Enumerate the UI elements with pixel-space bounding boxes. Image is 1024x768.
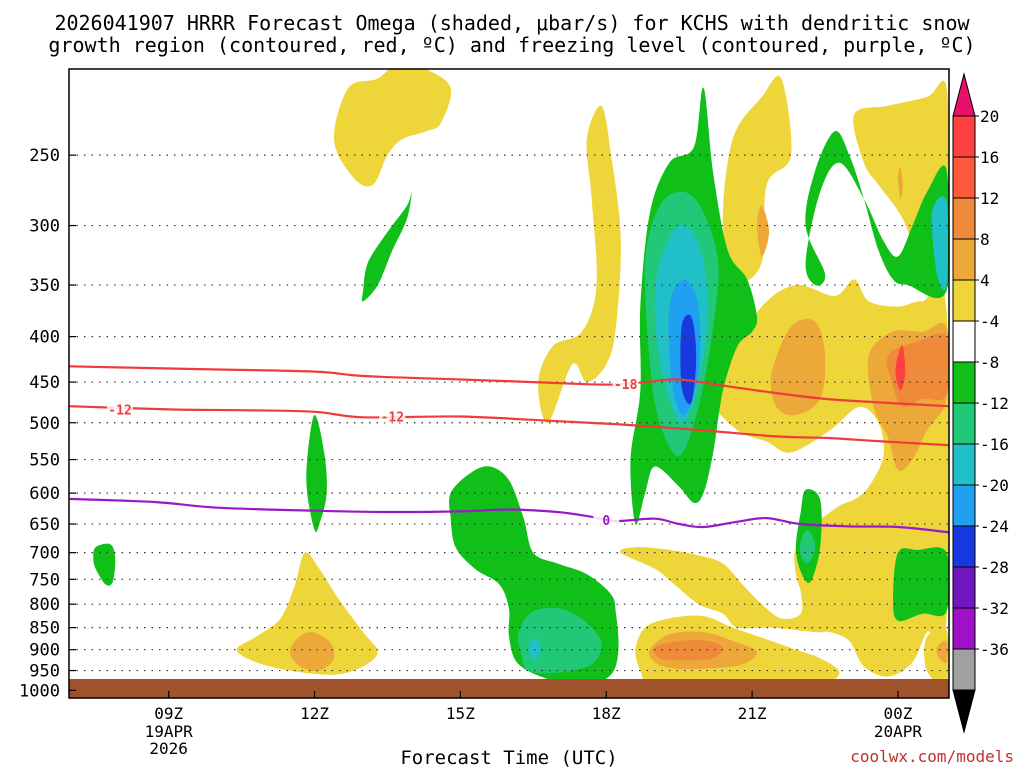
colorbar-label-4: 4 [980, 271, 990, 290]
colorbar-swatch-2 [952, 197, 976, 240]
y-axis-pressure: 2503003504004505005506006507007508008509… [19, 146, 76, 701]
x-tick-sublabel-09Z-1: 2026 [149, 739, 188, 758]
x-axis-label: Forecast Time (UTC) [400, 747, 617, 768]
omega-region-green-upper-left [361, 191, 412, 302]
omega-region-red-right [895, 345, 906, 391]
omega-region-teal-lowlevel [518, 607, 602, 674]
colorbar-swatch-9 [952, 484, 976, 527]
y-tick-label-800: 800 [29, 595, 60, 615]
y-tick-label-850: 850 [29, 619, 60, 639]
colorbar-bottom-arrow [952, 689, 976, 734]
y-tick-label-300: 300 [29, 217, 60, 237]
colorbar-swatch-3 [952, 238, 976, 281]
colorbar-swatch-10 [952, 525, 976, 568]
omega-region-deeporange-lowlevel [653, 640, 724, 661]
omega-region-orange-small-upper [757, 205, 770, 257]
colorbar-swatch-4 [952, 279, 976, 322]
plot-frame [68, 68, 950, 699]
y-tick-label-900: 900 [29, 641, 60, 661]
omega-region-orange-right-upper [770, 319, 826, 416]
y-tick-label-400: 400 [29, 328, 60, 348]
contour-label-bg-red--18-a [612, 376, 639, 390]
source-credit: coolwx.com/models [850, 747, 1014, 766]
chart-title-line-2: growth region (contoured, red, ºC) and f… [48, 33, 975, 57]
chart-title-line-1: 2026041907 HRRR Forecast Omega (shaded, … [54, 11, 970, 35]
omega-colorbar: 20 16 12 8 4 -4 -8 -12 -16 -20 -24 -28 -32 -36 [952, 72, 1009, 734]
colorbar-label-0: 20 [980, 107, 999, 126]
contour-label-bg-purple-0-a [593, 512, 620, 526]
x-tick-label-12Z: 12Z [300, 704, 329, 723]
contour-label-bg-red--12-b [379, 409, 406, 423]
y-tick-label-650: 650 [29, 515, 60, 535]
x-tick-sublabel-00Z-0: 20APR [874, 722, 923, 741]
colorbar-label-12: -32 [980, 599, 1009, 618]
omega-region-green-right-low [893, 547, 949, 622]
colorbar-label-13: -36 [980, 640, 1009, 659]
omega-region-orange-small-right-top [898, 167, 903, 199]
contour-line-red--18 [69, 365, 949, 408]
omega-region-yellow-top-center [333, 69, 452, 187]
omega-shading-layer [93, 69, 949, 690]
x-tick-label-18Z: 18Z [592, 704, 621, 723]
contour-label-purple-0-a: 0 [602, 514, 610, 529]
omega-region-yellow-right-large [620, 279, 949, 677]
x-tick-sublabel-09Z-0: 19APR [145, 722, 194, 741]
colorbar-label-1: 16 [980, 148, 999, 167]
colorbar-swatch-7 [952, 402, 976, 445]
surface-terrain-strip [69, 679, 949, 698]
x-tick-label-21Z: 21Z [738, 704, 767, 723]
colorbar-swatch-8 [952, 443, 976, 486]
colorbar-label-9: -20 [980, 476, 1009, 495]
y-tick-label-550: 550 [29, 451, 60, 471]
y-tick-label-950: 950 [29, 662, 60, 682]
y-tick-label-450: 450 [29, 373, 60, 393]
colorbar-top-arrow [952, 72, 976, 117]
x-tick-label-09Z: 09Z [154, 704, 183, 723]
contour-label-red--18-a: -18 [614, 378, 638, 393]
colorbar-label-10: -24 [980, 517, 1009, 536]
colorbar-swatch-1 [952, 156, 976, 199]
x-tick-label-00Z: 00Z [883, 704, 912, 723]
y-tick-label-250: 250 [29, 146, 60, 166]
colorbar-label-11: -28 [980, 558, 1009, 577]
colorbar-label-6: -8 [980, 353, 999, 372]
colorbar-swatch-6 [952, 361, 976, 404]
colorbar-label-8: -16 [980, 435, 1009, 454]
y-tick-label-350: 350 [29, 276, 60, 296]
contour-label-red--12-b: -12 [381, 411, 404, 426]
y-tick-label-500: 500 [29, 414, 60, 434]
contour-label-bg-red--12-a [107, 402, 134, 416]
temperature-contours: -18 -12 -12 0 [69, 365, 949, 534]
colorbar-swatch-13 [952, 648, 976, 691]
colorbar-label-7: -12 [980, 394, 1009, 413]
omega-region-orange-lowlevel-left [290, 632, 335, 671]
colorbar-swatch-12 [952, 607, 976, 650]
colorbar-label-2: 12 [980, 189, 999, 208]
omega-region-green-small-left [93, 543, 116, 586]
colorbar-swatch-11 [952, 566, 976, 609]
omega-region-yellow-upper-middle [538, 105, 621, 423]
omega-region-orange-far-right-low [936, 640, 948, 664]
y-tick-label-750: 750 [29, 570, 60, 590]
y-tick-label-600: 600 [29, 484, 60, 504]
omega-region-green-right-top [805, 131, 949, 299]
colorbar-label-5: -4 [980, 312, 999, 331]
contour-label-red--12-a: -12 [108, 403, 131, 418]
omega-region-yellow-upper-right-band [722, 75, 792, 282]
contour-line-red--12 [69, 405, 949, 447]
omega-region-cyan-right [931, 196, 949, 291]
omega-region-green-sliver-mid [306, 414, 327, 533]
omega-region-yellow-lowlevel-left [236, 552, 378, 675]
omega-region-teal-right [799, 529, 816, 564]
y-tick-label-1000: 1000 [19, 681, 60, 701]
colorbar-swatch-5 [952, 320, 976, 363]
x-tick-label-15Z: 15Z [446, 704, 475, 723]
colorbar-swatch-0 [952, 115, 976, 158]
colorbar-label-3: 8 [980, 230, 990, 249]
y-tick-label-700: 700 [29, 544, 60, 564]
